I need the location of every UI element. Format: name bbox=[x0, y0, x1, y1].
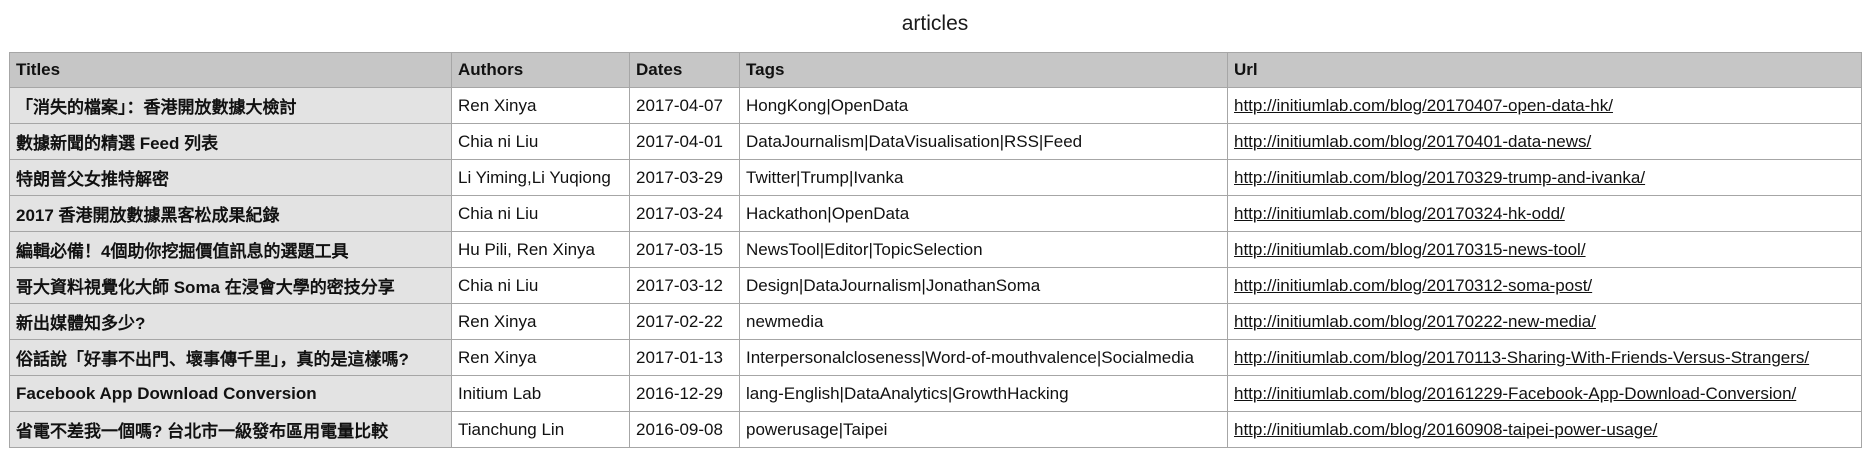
title-cell: 省電不差我一個嗎? 台北市一級發布區用電量比較 bbox=[9, 411, 452, 448]
url-link[interactable]: http://initiumlab.com/blog/20160908-taip… bbox=[1234, 419, 1658, 439]
author-cell: Chia ni Liu bbox=[451, 267, 630, 304]
column-header-titles: Titles bbox=[9, 52, 452, 88]
tags-cell: powerusage|Taipei bbox=[739, 411, 1228, 448]
date-cell: 2016-12-29 bbox=[629, 375, 740, 412]
column-header-authors: Authors bbox=[451, 52, 630, 88]
url-cell: http://initiumlab.com/blog/20170329-trum… bbox=[1227, 159, 1862, 196]
url-link[interactable]: http://initiumlab.com/blog/20170222-new-… bbox=[1234, 311, 1596, 331]
column-header-tags: Tags bbox=[739, 52, 1228, 88]
url-link[interactable]: http://initiumlab.com/blog/20170113-Shar… bbox=[1234, 347, 1810, 367]
url-cell: http://initiumlab.com/blog/20170315-news… bbox=[1227, 231, 1862, 268]
column-header-url: Url bbox=[1227, 52, 1862, 88]
table-row: Facebook App Download Conversion Initium… bbox=[9, 375, 1862, 412]
tags-cell: Hackathon|OpenData bbox=[739, 195, 1228, 232]
table-row: 數據新聞的精選 Feed 列表 Chia ni Liu 2017-04-01 D… bbox=[9, 123, 1862, 160]
url-link[interactable]: http://initiumlab.com/blog/20170315-news… bbox=[1234, 239, 1586, 259]
author-cell: Tianchung Lin bbox=[451, 411, 630, 448]
date-cell: 2017-03-24 bbox=[629, 195, 740, 232]
tags-cell: newmedia bbox=[739, 303, 1228, 340]
articles-table: Titles Authors Dates Tags Url 「消失的檔案」：香港… bbox=[9, 52, 1862, 448]
tags-cell: HongKong|OpenData bbox=[739, 87, 1228, 124]
tags-cell: NewsTool|Editor|TopicSelection bbox=[739, 231, 1228, 268]
url-link[interactable]: http://initiumlab.com/blog/20170312-soma… bbox=[1234, 275, 1593, 295]
title-cell: 「消失的檔案」：香港開放數據大檢討 bbox=[9, 87, 452, 124]
url-link[interactable]: http://initiumlab.com/blog/20170329-trum… bbox=[1234, 167, 1646, 187]
tags-cell: DataJournalism|DataVisualisation|RSS|Fee… bbox=[739, 123, 1228, 160]
table-row: 俗話說「好事不出門、壞事傳千里」，真的是這樣嗎? Ren Xinya 2017-… bbox=[9, 339, 1862, 376]
table-row: 新出媒體知多少? Ren Xinya 2017-02-22 newmedia h… bbox=[9, 303, 1862, 340]
column-header-dates: Dates bbox=[629, 52, 740, 88]
date-cell: 2017-03-12 bbox=[629, 267, 740, 304]
title-cell: 編輯必備！4個助你挖掘價值訊息的選題工具 bbox=[9, 231, 452, 268]
url-cell: http://initiumlab.com/blog/20170324-hk-o… bbox=[1227, 195, 1862, 232]
url-cell: http://initiumlab.com/blog/20170312-soma… bbox=[1227, 267, 1862, 304]
url-cell: http://initiumlab.com/blog/20160908-taip… bbox=[1227, 411, 1862, 448]
title-cell: 2017 香港開放數據黑客松成果紀錄 bbox=[9, 195, 452, 232]
url-cell: http://initiumlab.com/blog/20170401-data… bbox=[1227, 123, 1862, 160]
title-cell: 哥大資料視覺化大師 Soma 在浸會大學的密技分享 bbox=[9, 267, 452, 304]
table-row: 「消失的檔案」：香港開放數據大檢討 Ren Xinya 2017-04-07 H… bbox=[9, 87, 1862, 124]
url-link[interactable]: http://initiumlab.com/blog/20170407-open… bbox=[1234, 95, 1613, 115]
url-link[interactable]: http://initiumlab.com/blog/20170324-hk-o… bbox=[1234, 203, 1565, 223]
date-cell: 2017-02-22 bbox=[629, 303, 740, 340]
author-cell: Li Yiming,Li Yuqiong bbox=[451, 159, 630, 196]
title-cell: 特朗普父女推特解密 bbox=[9, 159, 452, 196]
date-cell: 2017-03-15 bbox=[629, 231, 740, 268]
author-cell: Initium Lab bbox=[451, 375, 630, 412]
author-cell: Hu Pili, Ren Xinya bbox=[451, 231, 630, 268]
tags-cell: Interpersonalcloseness|Word-of-mouthvale… bbox=[739, 339, 1228, 376]
url-cell: http://initiumlab.com/blog/20170407-open… bbox=[1227, 87, 1862, 124]
title-cell: Facebook App Download Conversion bbox=[9, 375, 452, 412]
date-cell: 2017-03-29 bbox=[629, 159, 740, 196]
table-row: 特朗普父女推特解密 Li Yiming,Li Yuqiong 2017-03-2… bbox=[9, 159, 1862, 196]
table-row: 編輯必備！4個助你挖掘價值訊息的選題工具 Hu Pili, Ren Xinya … bbox=[9, 231, 1862, 268]
date-cell: 2017-04-01 bbox=[629, 123, 740, 160]
author-cell: Ren Xinya bbox=[451, 339, 630, 376]
date-cell: 2017-01-13 bbox=[629, 339, 740, 376]
table-caption: articles bbox=[901, 12, 969, 35]
title-cell: 俗話說「好事不出門、壞事傳千里」，真的是這樣嗎? bbox=[9, 339, 452, 376]
table-row: 2017 香港開放數據黑客松成果紀錄 Chia ni Liu 2017-03-2… bbox=[9, 195, 1862, 232]
url-cell: http://initiumlab.com/blog/20170113-Shar… bbox=[1227, 339, 1862, 376]
title-cell: 數據新聞的精選 Feed 列表 bbox=[9, 123, 452, 160]
url-link[interactable]: http://initiumlab.com/blog/20161229-Face… bbox=[1234, 383, 1797, 403]
author-cell: Chia ni Liu bbox=[451, 195, 630, 232]
table-row: 省電不差我一個嗎? 台北市一級發布區用電量比較 Tianchung Lin 20… bbox=[9, 411, 1862, 448]
header-row: Titles Authors Dates Tags Url bbox=[9, 52, 1862, 88]
title-cell: 新出媒體知多少? bbox=[9, 303, 452, 340]
table-row: 哥大資料視覺化大師 Soma 在浸會大學的密技分享 Chia ni Liu 20… bbox=[9, 267, 1862, 304]
author-cell: Ren Xinya bbox=[451, 303, 630, 340]
author-cell: Ren Xinya bbox=[451, 87, 630, 124]
url-link[interactable]: http://initiumlab.com/blog/20170401-data… bbox=[1234, 131, 1592, 151]
url-cell: http://initiumlab.com/blog/20161229-Face… bbox=[1227, 375, 1862, 412]
url-cell: http://initiumlab.com/blog/20170222-new-… bbox=[1227, 303, 1862, 340]
date-cell: 2016-09-08 bbox=[629, 411, 740, 448]
date-cell: 2017-04-07 bbox=[629, 87, 740, 124]
author-cell: Chia ni Liu bbox=[451, 123, 630, 160]
tags-cell: Design|DataJournalism|JonathanSoma bbox=[739, 267, 1228, 304]
tags-cell: Twitter|Trump|Ivanka bbox=[739, 159, 1228, 196]
tags-cell: lang-English|DataAnalytics|GrowthHacking bbox=[739, 375, 1228, 412]
